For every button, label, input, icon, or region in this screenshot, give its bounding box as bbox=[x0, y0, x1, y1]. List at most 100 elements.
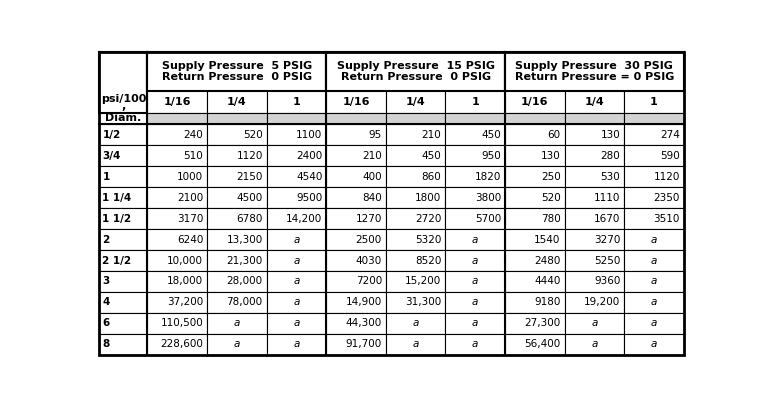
Bar bbox=[624, 208, 684, 229]
Text: 1000: 1000 bbox=[177, 172, 203, 182]
Bar bbox=[386, 271, 445, 292]
Text: a: a bbox=[651, 339, 657, 349]
Text: a: a bbox=[472, 297, 478, 307]
Text: 2720: 2720 bbox=[415, 214, 442, 224]
Bar bbox=[386, 187, 445, 208]
Text: 1: 1 bbox=[471, 97, 479, 107]
Bar bbox=[207, 124, 267, 145]
Bar bbox=[207, 313, 267, 334]
Text: a: a bbox=[293, 339, 299, 349]
Text: Supply Pressure  30 PSIG
Return Pressure = 0 PSIG: Supply Pressure 30 PSIG Return Pressure … bbox=[515, 61, 674, 82]
Bar bbox=[565, 112, 624, 124]
Bar bbox=[386, 292, 445, 313]
Bar bbox=[445, 124, 505, 145]
Text: Diam.: Diam. bbox=[105, 113, 141, 123]
Text: 130: 130 bbox=[601, 130, 620, 140]
Bar bbox=[386, 250, 445, 271]
Text: 1 1/2: 1 1/2 bbox=[102, 214, 131, 224]
Text: 210: 210 bbox=[422, 130, 442, 140]
Text: 210: 210 bbox=[362, 151, 382, 161]
Bar bbox=[99, 208, 147, 229]
Text: 9180: 9180 bbox=[534, 297, 561, 307]
Bar bbox=[565, 271, 624, 292]
Bar bbox=[207, 208, 267, 229]
Bar bbox=[267, 208, 326, 229]
Text: 2: 2 bbox=[102, 235, 110, 245]
Bar bbox=[505, 145, 565, 166]
Text: 5250: 5250 bbox=[594, 256, 620, 266]
Text: 520: 520 bbox=[541, 193, 561, 203]
Bar bbox=[99, 145, 147, 166]
Text: 14,900: 14,900 bbox=[345, 297, 382, 307]
Bar bbox=[565, 334, 624, 355]
Bar bbox=[326, 145, 386, 166]
Text: 1/4: 1/4 bbox=[406, 97, 426, 107]
Text: 56,400: 56,400 bbox=[524, 339, 561, 349]
Bar bbox=[565, 124, 624, 145]
Text: 2350: 2350 bbox=[653, 193, 680, 203]
Text: 1820: 1820 bbox=[474, 172, 501, 182]
Text: 250: 250 bbox=[541, 172, 561, 182]
Bar bbox=[445, 208, 505, 229]
Bar bbox=[99, 166, 147, 187]
Text: psi/100: psi/100 bbox=[101, 93, 146, 104]
Bar bbox=[267, 271, 326, 292]
Text: 530: 530 bbox=[601, 172, 620, 182]
Text: a: a bbox=[472, 235, 478, 245]
Bar bbox=[505, 124, 565, 145]
Text: a: a bbox=[651, 318, 657, 328]
Bar bbox=[386, 229, 445, 250]
Bar bbox=[147, 145, 207, 166]
Bar bbox=[326, 91, 386, 112]
Bar bbox=[267, 124, 326, 145]
Text: 1270: 1270 bbox=[355, 214, 382, 224]
Bar bbox=[326, 313, 386, 334]
Text: a: a bbox=[651, 276, 657, 287]
Bar bbox=[624, 229, 684, 250]
Text: 1: 1 bbox=[293, 97, 300, 107]
Bar bbox=[326, 187, 386, 208]
Bar bbox=[207, 187, 267, 208]
Text: 1/16: 1/16 bbox=[521, 97, 549, 107]
Bar bbox=[267, 187, 326, 208]
Text: 5320: 5320 bbox=[415, 235, 442, 245]
Text: 1: 1 bbox=[650, 97, 658, 107]
Bar bbox=[624, 112, 684, 124]
Bar bbox=[624, 292, 684, 313]
Text: 4540: 4540 bbox=[296, 172, 322, 182]
Bar bbox=[445, 271, 505, 292]
Bar bbox=[147, 187, 207, 208]
Text: a: a bbox=[651, 297, 657, 307]
Bar bbox=[326, 112, 386, 124]
Bar bbox=[147, 52, 326, 91]
Text: 450: 450 bbox=[481, 130, 501, 140]
Text: 1800: 1800 bbox=[416, 193, 442, 203]
Bar bbox=[147, 334, 207, 355]
Text: Supply Pressure  15 PSIG
Return Pressure  0 PSIG: Supply Pressure 15 PSIG Return Pressure … bbox=[337, 61, 494, 82]
Bar bbox=[99, 271, 147, 292]
Bar bbox=[624, 313, 684, 334]
Bar bbox=[565, 313, 624, 334]
Text: 9360: 9360 bbox=[594, 276, 620, 287]
Bar bbox=[147, 91, 207, 112]
Text: a: a bbox=[591, 318, 597, 328]
Bar bbox=[445, 145, 505, 166]
Text: 240: 240 bbox=[183, 130, 203, 140]
Text: 3800: 3800 bbox=[475, 193, 501, 203]
Text: a: a bbox=[591, 339, 597, 349]
Bar bbox=[386, 166, 445, 187]
Bar bbox=[99, 124, 147, 145]
Text: 274: 274 bbox=[660, 130, 680, 140]
Text: 28,000: 28,000 bbox=[227, 276, 263, 287]
Bar bbox=[267, 91, 326, 112]
Bar bbox=[326, 166, 386, 187]
Bar bbox=[326, 229, 386, 250]
Bar bbox=[207, 145, 267, 166]
Text: 4440: 4440 bbox=[534, 276, 561, 287]
Bar bbox=[505, 229, 565, 250]
Bar bbox=[624, 271, 684, 292]
Bar bbox=[207, 166, 267, 187]
Text: 1/4: 1/4 bbox=[584, 97, 604, 107]
Bar bbox=[267, 250, 326, 271]
Text: 280: 280 bbox=[601, 151, 620, 161]
